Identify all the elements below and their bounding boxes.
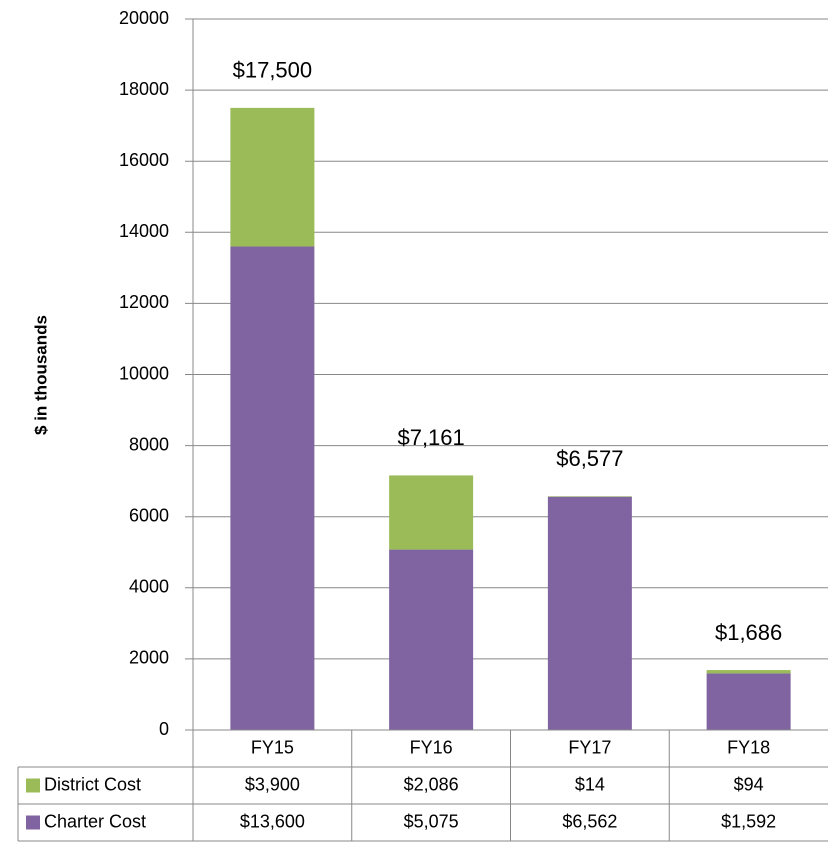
bar-segment [547,496,632,730]
legend-label: Charter Cost [44,811,146,831]
total-label: $1,686 [715,620,782,645]
table-value: $14 [575,774,605,794]
y-tick-label: 6000 [129,505,169,525]
bar-segment [389,475,474,550]
table-value: $6,562 [562,811,617,831]
total-label: $6,577 [556,446,623,471]
y-tick-label: 16000 [119,150,169,170]
table-value: $3,900 [245,774,300,794]
table-value: $5,075 [404,811,459,831]
x-tick-label: FY15 [251,737,294,757]
x-tick-label: FY18 [727,737,770,757]
bar-segment [706,670,791,674]
x-tick-label: FY17 [568,737,611,757]
bar-segment [230,107,315,247]
x-tick-label: FY16 [410,737,453,757]
table-value: $94 [734,774,764,794]
legend-label: District Cost [44,774,141,794]
y-tick-label: 20000 [119,8,169,28]
total-label: $7,161 [397,425,464,450]
bar-segment [706,673,791,730]
y-tick-label: 18000 [119,79,169,99]
table-value: $1,592 [721,811,776,831]
y-tick-label: 12000 [119,292,169,312]
table-value: $2,086 [404,774,459,794]
legend-swatch [26,778,40,793]
y-axis-label: $ in thousands [31,315,50,435]
y-tick-label: 2000 [129,648,169,668]
y-tick-label: 0 [159,719,169,739]
legend-swatch [26,815,40,830]
bar-segment [230,246,315,730]
bar-segment [389,549,474,730]
table-value: $13,600 [240,811,305,831]
y-tick-label: 14000 [119,221,169,241]
y-tick-label: 10000 [119,363,169,383]
total-label: $17,500 [233,58,313,83]
y-tick-label: 8000 [129,434,169,454]
y-tick-label: 4000 [129,577,169,597]
